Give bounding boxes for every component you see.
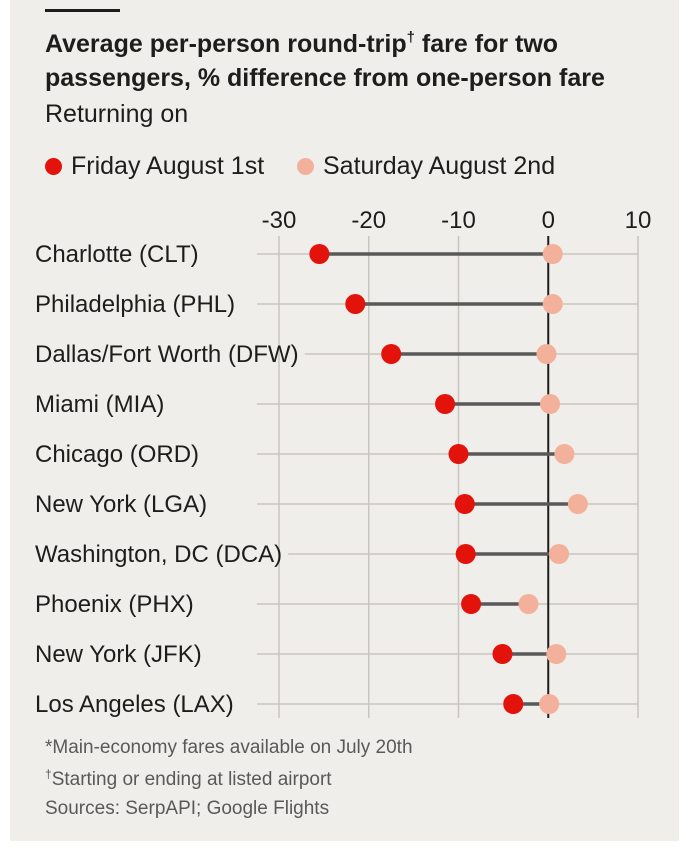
legend-marker-friday: [45, 157, 62, 175]
category-label: Phoenix (PHX): [35, 591, 194, 618]
x-tick-label: 0: [542, 207, 555, 234]
saturday-point: [542, 294, 563, 314]
saturday-point: [536, 344, 557, 364]
legend-marker-saturday: [297, 157, 314, 175]
chart-subtitle: Returning on: [45, 100, 189, 128]
category-label: New York (JFK): [35, 641, 202, 668]
friday-point: [435, 394, 456, 414]
top-rule: [45, 9, 120, 12]
friday-point: [381, 344, 402, 364]
saturday-point: [539, 694, 560, 714]
friday-point: [461, 594, 482, 614]
saturday-point: [518, 594, 539, 614]
footnote-airports-text: Starting or ending at listed airport: [51, 769, 332, 790]
friday-point: [309, 244, 330, 264]
saturday-point: [567, 494, 588, 514]
x-tick-label: -20: [351, 207, 386, 234]
friday-point: [503, 694, 524, 714]
legend-label-friday: Friday August 1st: [71, 151, 265, 180]
chart-title-line-1-start: Average per-person round-trip: [45, 30, 407, 58]
category-label: Chicago (ORD): [35, 441, 199, 468]
footnote-dagger: †: [45, 767, 52, 781]
category-label: Charlotte (CLT): [35, 241, 199, 268]
friday-point: [492, 644, 513, 664]
legend-item-saturday: Saturday August 2nd: [297, 151, 555, 181]
saturday-point: [554, 444, 575, 464]
chart-title-line-2: passengers, % difference from one-person…: [45, 64, 605, 92]
saturday-point: [546, 644, 567, 664]
category-label: Dallas/Fort Worth (DFW): [35, 341, 299, 368]
x-tick-label: 10: [625, 207, 652, 234]
saturday-point: [549, 544, 570, 564]
footnote-sources: Sources: SerpAPI; Google Flights: [45, 798, 330, 819]
saturday-point: [540, 394, 561, 414]
category-label: Miami (MIA): [35, 391, 164, 418]
footnote-fares: *Main-economy fares available on July 20…: [45, 737, 413, 758]
x-tick-label: -30: [262, 207, 297, 234]
legend-item-friday: Friday August 1st: [45, 151, 264, 181]
chart-title-line-1: Average per-person round-trip† fare for …: [45, 29, 558, 59]
category-label: Los Angeles (LAX): [35, 691, 234, 718]
x-tick-label: -10: [441, 207, 476, 234]
footnote-airports: †Starting or ending at listed airport: [45, 767, 332, 791]
title-dagger: †: [406, 29, 415, 46]
friday-point: [448, 444, 469, 464]
saturday-point: [542, 244, 563, 264]
category-label: Washington, DC (DCA): [35, 541, 282, 568]
chart-panel: Average per-person round-trip† fare for …: [10, 0, 679, 841]
friday-point: [345, 294, 366, 314]
friday-point: [454, 494, 475, 514]
category-label: Philadelphia (PHL): [35, 291, 235, 318]
category-label: New York (LGA): [35, 491, 207, 518]
chart-title-line-1-end: fare for two: [414, 30, 559, 58]
legend-label-saturday: Saturday August 2nd: [323, 151, 556, 180]
friday-point: [455, 544, 476, 564]
